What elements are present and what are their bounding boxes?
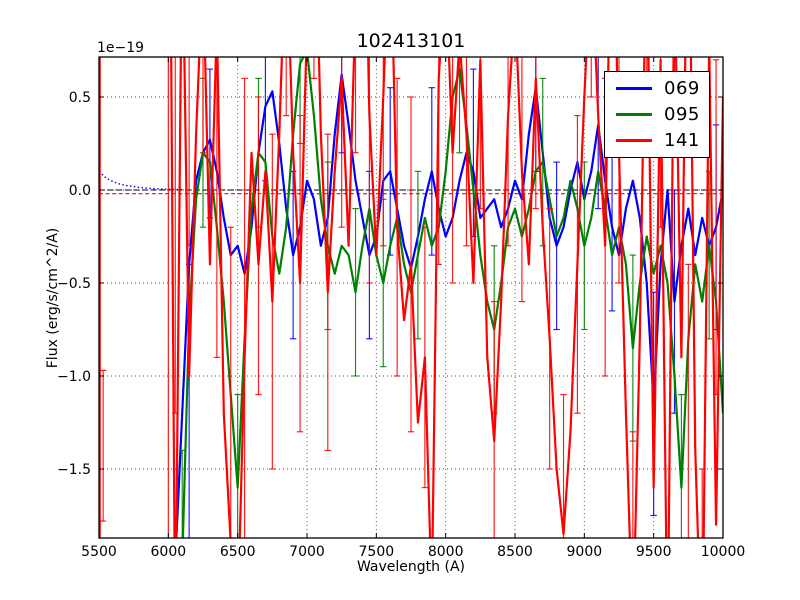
series-line-069 xyxy=(175,73,723,538)
x-axis-label: Wavelength (A) xyxy=(356,559,465,575)
x-tick-label: 8000 xyxy=(428,544,464,560)
legend-label: 141 xyxy=(664,130,700,152)
data-layer xyxy=(99,57,723,538)
x-tick-label: 10000 xyxy=(701,544,746,560)
x-tick-label: 6500 xyxy=(220,544,256,560)
legend-entry-141: 141 xyxy=(605,130,709,151)
y-tick-label: −0.5 xyxy=(57,276,91,292)
legend-line-swatch xyxy=(616,112,652,116)
x-tick-label: 8500 xyxy=(497,544,533,560)
y-tick-label: −1.5 xyxy=(57,462,91,478)
axis-frame xyxy=(98,56,724,539)
y-axis-offset-text: 1e−19 xyxy=(97,40,145,56)
legend-label: 095 xyxy=(664,103,700,125)
legend-entry-095: 095 xyxy=(605,104,709,125)
x-tick-label: 6000 xyxy=(151,544,187,560)
x-tick-label: 9000 xyxy=(567,544,603,560)
x-tick-label: 9500 xyxy=(636,544,672,560)
legend: 069 095 141 xyxy=(604,71,710,158)
x-tick-label: 7000 xyxy=(289,544,325,560)
series-line-141 xyxy=(170,57,723,538)
legend-line-swatch xyxy=(616,139,652,143)
legend-entry-069: 069 xyxy=(605,78,709,99)
chart-title: 102413101 xyxy=(356,30,466,52)
y-axis-label: Flux (erg/s/cm^2/A) xyxy=(45,227,61,369)
y-tick-label: 0.0 xyxy=(69,183,91,199)
x-tick-label: 5500 xyxy=(81,544,117,560)
legend-line-swatch xyxy=(616,86,652,90)
y-tick-label: −1.0 xyxy=(57,369,91,385)
legend-label: 069 xyxy=(664,77,700,99)
x-tick-label: 7500 xyxy=(359,544,395,560)
y-tick-label: 0.5 xyxy=(69,90,91,106)
